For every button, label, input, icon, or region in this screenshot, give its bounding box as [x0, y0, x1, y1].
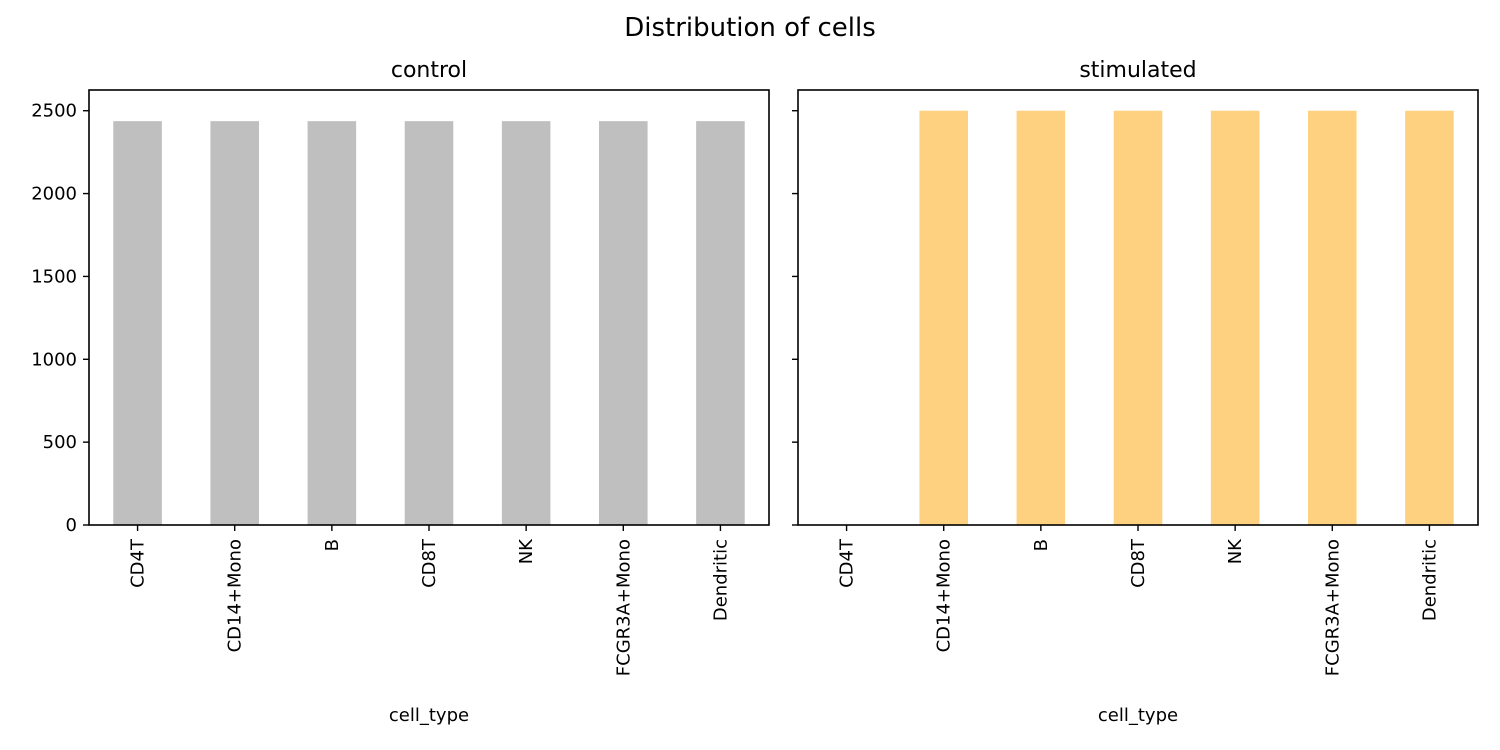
- bar-dendritic: [1405, 110, 1454, 525]
- x-tick-label: CD8T: [419, 538, 440, 588]
- bar-cd14-mono: [210, 121, 259, 525]
- x-tick-label: CD14+Mono: [225, 539, 246, 652]
- bar-cd4t: [113, 121, 162, 525]
- bar-nk: [501, 121, 551, 525]
- bar-nk: [1210, 110, 1260, 525]
- panel-title: control: [391, 58, 467, 83]
- bar-cd8t: [1113, 110, 1163, 525]
- x-tick-label: B: [1031, 539, 1052, 551]
- y-tick-label: 500: [43, 432, 77, 453]
- bar-b: [1016, 110, 1066, 525]
- x-tick-label: CD4T: [837, 538, 858, 588]
- x-axis-label: cell_type: [389, 705, 469, 726]
- bar-fcgr3a-mono: [1308, 110, 1357, 525]
- y-tick-label: 2000: [31, 184, 77, 205]
- x-tick-label: FCGR3A+Mono: [1322, 539, 1343, 676]
- panel-stimulated: stimulated CD4T CD14+Mono B CD8T NK FCGR3A+Mon…: [792, 58, 1479, 726]
- bar-cd8t: [404, 121, 454, 525]
- x-tick-label: CD4T: [128, 538, 149, 588]
- panel-control: control 0 500 1000 1500 2000 2500 CD4T CD14+Mono…: [31, 58, 770, 726]
- x-tick-label: CD8T: [1128, 538, 1149, 588]
- bar-cd14-mono: [919, 110, 968, 525]
- x-tick-label: NK: [516, 538, 537, 564]
- bar-dendritic: [696, 121, 745, 525]
- y-tick-label: 1500: [31, 266, 77, 287]
- x-tick-label: Dendritic: [1419, 539, 1440, 621]
- x-tick-label: CD14+Mono: [934, 539, 955, 652]
- x-tick-label: FCGR3A+Mono: [613, 539, 634, 676]
- x-tick-label: Dendritic: [710, 539, 731, 621]
- y-tick-label: 1000: [31, 349, 77, 370]
- figure-title: Distribution of cells: [624, 13, 876, 43]
- y-tick-label: 2500: [31, 101, 77, 122]
- x-tick-label: B: [322, 539, 343, 551]
- bar-fcgr3a-mono: [599, 121, 648, 525]
- x-axis-label: cell_type: [1098, 705, 1178, 726]
- y-tick-label: 0: [66, 515, 77, 536]
- bar-b: [307, 121, 357, 525]
- x-tick-label: NK: [1225, 538, 1246, 564]
- panel-title: stimulated: [1079, 58, 1196, 83]
